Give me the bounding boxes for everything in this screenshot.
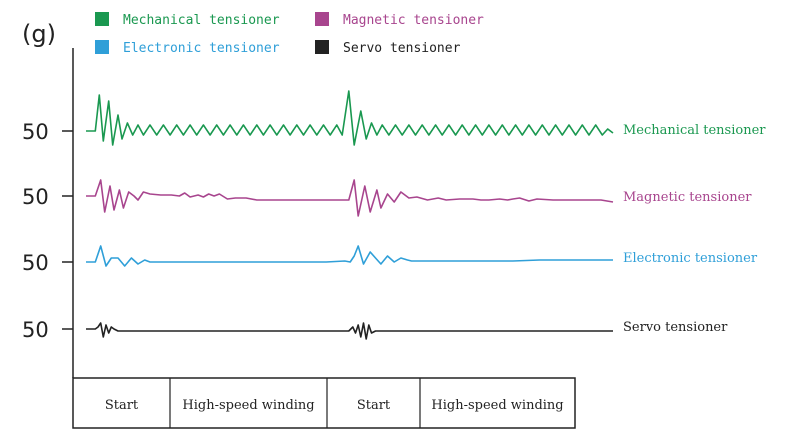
phase-label: High-speed winding <box>182 398 314 413</box>
legend-swatch-servo-tensioner <box>315 40 329 54</box>
phase-table-border <box>72 377 576 429</box>
phase-table: Start High-speed winding Start High-speed w… <box>72 377 576 429</box>
legend-label-electronic-tensioner: Electronic tensioner <box>123 41 280 56</box>
legend-label-servo-tensioner: Servo tensioner <box>343 41 461 56</box>
legend-swatch-magnetic-tensioner <box>315 12 329 26</box>
series-line-mechanical-tensioner <box>86 90 614 146</box>
legend-label-mechanical-tensioner: Mechanical tensioner <box>123 13 280 28</box>
series-labels: Mechanical tensioner Magnetic tensioner El… <box>623 123 766 335</box>
series-line-magnetic-tensioner <box>86 179 614 217</box>
series-label-servo-tensioner: Servo tensioner <box>623 320 728 335</box>
phase-label: Start <box>357 398 391 413</box>
series-label-magnetic-tensioner: Magnetic tensioner <box>623 190 752 205</box>
phase-label: Start <box>105 398 139 413</box>
series-lines <box>86 90 614 340</box>
y-ticks: 50 50 50 50 <box>22 120 73 342</box>
y-unit-label: (g) <box>22 20 56 48</box>
legend: Mechanical tensioner Magnetic tensioner El… <box>95 12 484 56</box>
series-line-electronic-tensioner <box>86 245 613 267</box>
y-tick-label: 50 <box>22 318 49 342</box>
phase-label: High-speed winding <box>431 398 563 413</box>
series-line-servo-tensioner <box>86 322 613 340</box>
series-label-electronic-tensioner: Electronic tensioner <box>623 251 758 266</box>
legend-swatch-mechanical-tensioner <box>95 12 109 26</box>
series-label-mechanical-tensioner: Mechanical tensioner <box>623 123 766 138</box>
y-tick-label: 50 <box>22 251 49 275</box>
legend-swatch-electronic-tensioner <box>95 40 109 54</box>
y-tick-label: 50 <box>22 120 49 144</box>
y-tick-label: 50 <box>22 185 49 209</box>
legend-label-magnetic-tensioner: Magnetic tensioner <box>343 13 484 28</box>
